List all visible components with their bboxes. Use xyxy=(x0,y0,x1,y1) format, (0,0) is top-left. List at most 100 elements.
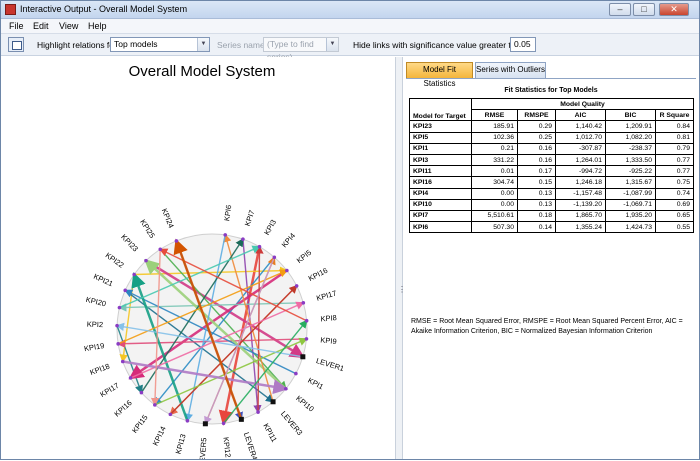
table-cell: 0.84 xyxy=(655,120,694,133)
network-node[interactable] xyxy=(120,359,125,364)
tab-series-with-outliers[interactable]: Series with Outliers xyxy=(475,62,546,78)
network-node[interactable] xyxy=(128,376,133,380)
network-node[interactable] xyxy=(117,305,122,310)
pane-splitter[interactable]: ⋮ xyxy=(395,57,406,459)
node-label: KPI9 xyxy=(320,335,337,346)
copy-chart-icon[interactable] xyxy=(8,37,24,52)
network-link[interactable] xyxy=(130,301,305,379)
network-link[interactable] xyxy=(145,259,305,359)
node-label: KPI16 xyxy=(307,266,329,283)
highlight-value: Top models xyxy=(114,39,158,49)
table-cell: 5,510.61 xyxy=(471,209,518,223)
node-label: KPI22 xyxy=(104,251,126,270)
table-row: KPI4 0.00 0.13 -1,157.48 -1,087.99 0.74 xyxy=(409,187,694,200)
fit-statistics-table: Model for Target Model Quality RMSE RMSP… xyxy=(409,97,694,234)
network-node[interactable] xyxy=(256,410,260,414)
row-target: KPI7 xyxy=(409,209,472,223)
network-link[interactable] xyxy=(116,325,143,394)
close-button[interactable]: ✕ xyxy=(659,3,689,16)
network-link[interactable] xyxy=(153,256,275,406)
tab-model-fit-statistics[interactable]: Model Fit Statistics xyxy=(406,62,473,88)
significance-input[interactable]: 0.05 xyxy=(510,37,536,52)
table-cell: 1,140.42 xyxy=(555,120,606,133)
stats-pane: Model Fit Statistics Series with Outlier… xyxy=(403,57,699,459)
network-node[interactable] xyxy=(115,323,119,328)
row-target: KPI1 xyxy=(409,142,472,155)
node-label: KPI2 xyxy=(87,320,104,330)
network-node[interactable] xyxy=(304,337,309,341)
node-label: KPI20 xyxy=(85,295,107,308)
table-row: KPI7 5,510.61 0.18 1,865.70 1,935.20 0.65 xyxy=(409,209,694,223)
network-node[interactable] xyxy=(153,403,157,407)
network-link[interactable] xyxy=(154,337,308,406)
col-r-square: R Square xyxy=(655,109,694,122)
menu-file[interactable]: File xyxy=(9,21,24,31)
network-node[interactable] xyxy=(301,301,306,305)
network-link[interactable] xyxy=(122,360,289,395)
network-link[interactable] xyxy=(150,249,161,407)
node-label: LEVER4 xyxy=(242,431,259,459)
node-label: KPI12 xyxy=(221,437,232,458)
network-node[interactable] xyxy=(223,233,228,237)
network-node[interactable] xyxy=(294,371,298,376)
network-node[interactable] xyxy=(300,354,306,360)
network-node[interactable] xyxy=(238,416,244,422)
node-label: KPI13 xyxy=(174,433,188,455)
table-row: KPI11 0.01 0.17 -994.72 -925.22 0.77 xyxy=(409,165,694,178)
network-node[interactable] xyxy=(158,247,163,252)
highlight-select[interactable]: Top models ▼ xyxy=(110,37,210,52)
table-row: KPI23 185.91 0.29 1,140.42 1,209.91 0.84 xyxy=(409,120,694,133)
network-node[interactable] xyxy=(272,255,277,260)
node-label: KPI3 xyxy=(262,218,278,237)
network-link[interactable] xyxy=(117,269,289,345)
network-node[interactable] xyxy=(132,272,136,277)
network-node[interactable] xyxy=(185,418,190,423)
network-node[interactable] xyxy=(284,386,288,391)
network-node[interactable] xyxy=(221,421,226,426)
network-node[interactable] xyxy=(168,412,173,417)
table-cell: 0.17 xyxy=(517,165,556,178)
network-node[interactable] xyxy=(116,342,120,346)
node-label: KPI24 xyxy=(160,207,176,229)
menu-help[interactable]: Help xyxy=(88,21,107,31)
row-target: KPI4 xyxy=(409,187,472,200)
network-node[interactable] xyxy=(241,237,245,241)
network-node[interactable] xyxy=(304,318,309,323)
table-row: KPI10 0.00 0.13 -1,139.20 -1,069.71 0.69 xyxy=(409,198,694,211)
table-cell: 185.91 xyxy=(471,120,518,133)
network-node[interactable] xyxy=(202,421,208,427)
menu-edit[interactable]: Edit xyxy=(33,21,49,31)
table-cell: 0.69 xyxy=(655,198,694,211)
row-target: KPI3 xyxy=(409,153,472,167)
col-rmspe: RMSPE xyxy=(517,109,556,122)
series-select[interactable]: (Type to find series) ▼ xyxy=(263,37,339,62)
network-node[interactable] xyxy=(257,244,262,249)
maximize-button[interactable]: □ xyxy=(633,3,655,16)
table-cell: 0.77 xyxy=(655,165,694,178)
network-link[interactable] xyxy=(223,319,308,424)
table-cell: -994.72 xyxy=(555,165,606,178)
network-node[interactable] xyxy=(123,288,128,293)
minimize-button[interactable]: – xyxy=(609,3,631,16)
table-cell: -1,069.71 xyxy=(605,198,656,211)
table-cell: -1,157.48 xyxy=(555,187,606,200)
node-label: KPI7 xyxy=(243,209,257,227)
network-link[interactable] xyxy=(173,238,243,420)
table-cell: 0.00 xyxy=(471,198,518,211)
network-node[interactable] xyxy=(294,284,299,288)
menu-view[interactable]: View xyxy=(59,21,79,31)
node-label: KPI11 xyxy=(261,422,279,444)
network-node[interactable] xyxy=(270,399,276,405)
network-link[interactable] xyxy=(115,322,303,358)
network-link[interactable] xyxy=(169,284,298,415)
network-link[interactable] xyxy=(159,248,287,390)
network-node[interactable] xyxy=(144,258,148,263)
table-cell: 0.16 xyxy=(517,153,556,167)
chevron-down-icon: ▼ xyxy=(197,38,209,51)
network-node[interactable] xyxy=(174,239,179,243)
network-link[interactable] xyxy=(131,272,189,422)
table-cell: 1,264.01 xyxy=(555,153,606,167)
network-node[interactable] xyxy=(139,390,144,395)
network-link[interactable] xyxy=(204,257,275,426)
network-node[interactable] xyxy=(285,268,289,273)
